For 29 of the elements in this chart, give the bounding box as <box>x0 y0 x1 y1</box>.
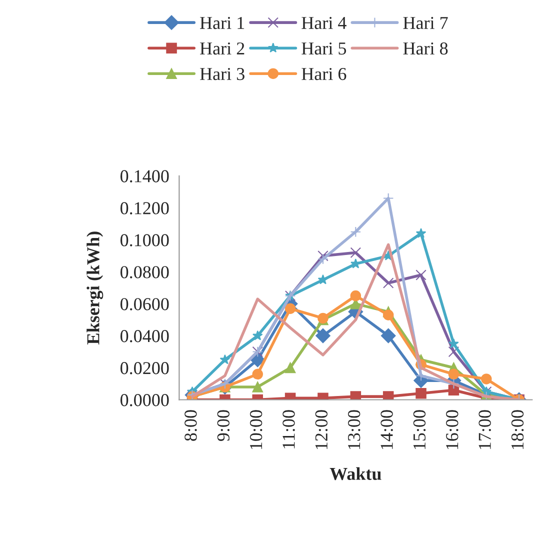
legend-label: Hari 8 <box>403 42 448 55</box>
y-tick-label: 0.0000 <box>120 394 169 406</box>
x-axis-title: Waktu <box>330 467 382 480</box>
y-tick-label: 0.0400 <box>120 330 169 342</box>
x-tick-label: 9:00 <box>217 410 230 441</box>
legend-label: Hari 7 <box>403 16 448 30</box>
x-tick-label: 18:00 <box>511 410 524 450</box>
x-tick-label: 11:00 <box>282 410 295 448</box>
legend-label: Hari 2 <box>200 42 244 55</box>
y-axis-title: Eksergi (kWh) <box>86 232 104 344</box>
legend-label: Hari 1 <box>200 16 244 30</box>
legend-label: Hari 3 <box>200 68 244 80</box>
x-tick-label: 16:00 <box>446 410 458 450</box>
legend-label: Hari 6 <box>302 68 346 80</box>
x-tick-label: 17:00 <box>478 410 491 450</box>
x-tick-label: 14:00 <box>380 410 393 450</box>
y-tick-label: 0.0200 <box>120 362 169 374</box>
y-tick-label: 0.1400 <box>120 170 169 182</box>
x-tick-label: 8:00 <box>184 410 197 441</box>
legend-label: Hari 5 <box>302 42 346 55</box>
y-tick-label: 0.0600 <box>120 298 169 310</box>
legend-label: Hari 4 <box>302 16 346 30</box>
y-tick-label: 0.1000 <box>120 234 169 246</box>
x-tick-label: 13:00 <box>348 410 360 450</box>
x-tick-label: 12:00 <box>315 410 328 450</box>
x-tick-label: 15:00 <box>413 410 426 450</box>
x-tick-label: 10:00 <box>250 410 262 450</box>
y-tick-label: 0.0800 <box>120 266 169 278</box>
y-tick-label: 0.1200 <box>120 202 169 214</box>
